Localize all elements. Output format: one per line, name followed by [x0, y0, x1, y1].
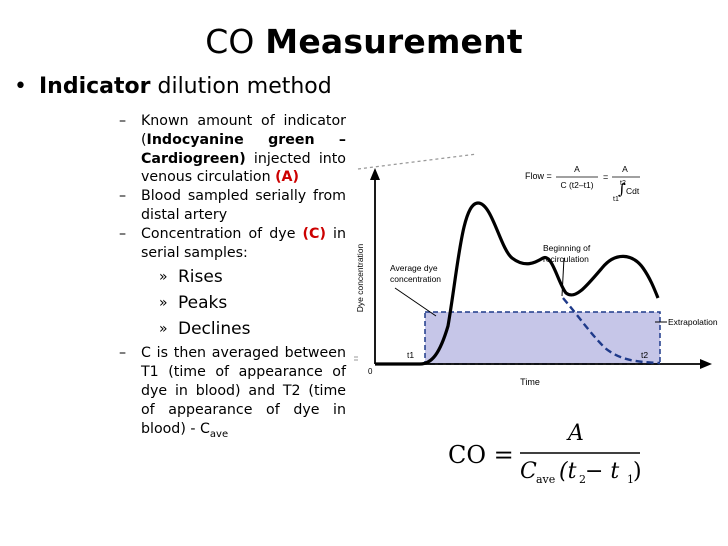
flow-numerator-1: A — [574, 164, 580, 174]
t1-label: t1 — [407, 350, 414, 360]
formula-lhs: CO = — [448, 441, 514, 469]
text-s3b: (C) — [302, 225, 326, 242]
bullet-rest: dilution method — [150, 74, 332, 99]
title-plain: CO — [205, 22, 266, 61]
title-bold: Measurement — [265, 22, 523, 61]
flow-numerator-2: A — [622, 164, 628, 174]
formula-t1-sub: 1 — [627, 473, 634, 485]
sub-bullet-blood: – Blood sampled serially from distal arte… — [119, 188, 346, 223]
text-s2: Blood sampled serially from distal arter… — [141, 188, 346, 223]
flow-label: Flow = — [525, 171, 552, 181]
formula-den-paren: (t — [559, 459, 577, 484]
integral-upper: t2 — [620, 180, 626, 187]
dilution-curve-figure: Dye concentration Time 0 Average dye con… — [354, 153, 718, 387]
average-concentration-area — [424, 311, 661, 365]
formula-close: ) — [633, 459, 642, 484]
text-s3c: in serial samples: — [141, 225, 346, 261]
level3-peaks: » Peaks — [159, 293, 228, 314]
flow-denominator-1: C (t2–t1) — [560, 180, 593, 190]
bullet-indicator-dilution: • Indicator dilution method — [14, 74, 332, 99]
origin-label: 0 — [368, 367, 373, 376]
slide-title: CO Measurement — [0, 22, 728, 61]
integral-sign: ∫ — [618, 180, 626, 198]
t2-label: t2 — [641, 350, 648, 360]
y-axis-arrow — [370, 168, 380, 180]
co-formula: CO = A C ave (t 2 − t 1 ) — [448, 420, 648, 486]
extrapolation-curve — [562, 297, 661, 365]
text-s1d: (A) — [275, 169, 300, 186]
recirc-label-line1: Beginning of — [543, 243, 591, 253]
flow-equals: = — [603, 172, 608, 182]
sub-bullet-list: – Known amount of indicator (Indocyanine … — [119, 112, 346, 444]
text-s4sub: ave — [209, 428, 229, 440]
level3-rises: » Rises — [159, 267, 223, 288]
extrapolation-label: Extrapolation — [668, 317, 718, 327]
formula-minus: − t — [585, 459, 619, 484]
level3-declines: » Declines — [159, 319, 251, 340]
formula-den-c: C — [520, 459, 537, 484]
integral-lower: t1 — [613, 196, 619, 203]
sub-bullet-average: – C is then averaged between T1 (time of … — [119, 345, 346, 440]
avg-label-line1: Average dye — [390, 263, 438, 273]
text-s1b: Indocyanine green – Cardiogreen) — [141, 131, 346, 167]
x-axis-arrow — [700, 359, 712, 369]
formula-t2-sub: 2 — [579, 473, 586, 485]
concentration-curve — [375, 201, 660, 366]
sub-bullet-concentration: – Concentration of dye (C) in serial samp… — [119, 225, 346, 261]
avg-label-line2: concentration — [390, 274, 441, 284]
text-s4a: C is then averaged between T1 (time of a… — [141, 345, 346, 437]
formula-den-sub: ave — [536, 473, 555, 485]
sub-bullet-indicator: – Known amount of indicator (Indocyanine … — [119, 113, 346, 186]
top-dashed-line — [357, 153, 478, 170]
bullet-dot: • — [14, 74, 27, 99]
bullet-bold: Indicator — [38, 74, 151, 99]
formula-numerator: A — [566, 421, 584, 446]
text-s3a: Concentration of dye — [141, 225, 303, 242]
recirc-label-line2: recirculation — [543, 254, 589, 264]
x-axis-label: Time — [520, 377, 540, 387]
integral-cdt: Cdt — [626, 186, 640, 196]
text-s1a: Known amount of indicator ( — [141, 113, 346, 148]
text-s1c: injected into venous circulation — [141, 150, 346, 186]
y-axis-label: Dye concentration — [355, 243, 365, 312]
